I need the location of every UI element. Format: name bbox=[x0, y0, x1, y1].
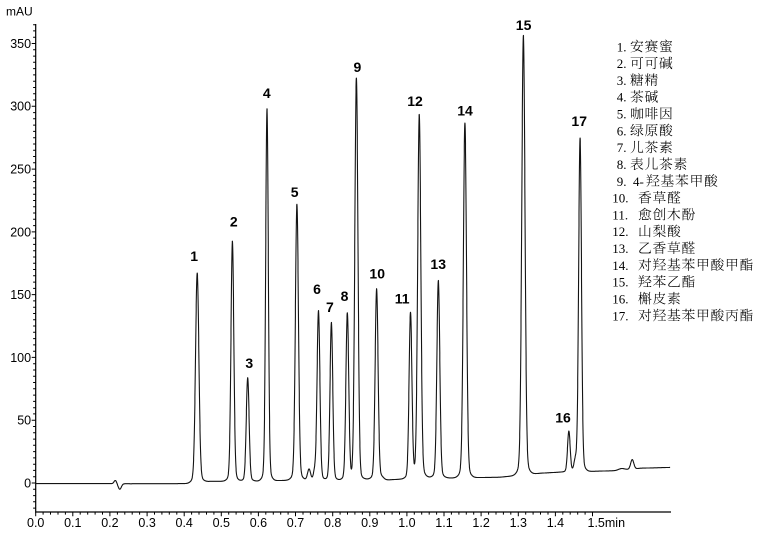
svg-text:13.: 13. bbox=[612, 241, 628, 256]
svg-text:8.: 8. bbox=[617, 157, 627, 172]
svg-text:17: 17 bbox=[571, 113, 587, 129]
svg-text:3.: 3. bbox=[617, 73, 627, 88]
svg-text:150: 150 bbox=[10, 288, 31, 302]
svg-text:0.4: 0.4 bbox=[176, 516, 193, 530]
svg-text:0.9: 0.9 bbox=[361, 516, 378, 530]
svg-text:7.: 7. bbox=[617, 140, 627, 155]
svg-text:16.: 16. bbox=[612, 291, 628, 306]
svg-text:12.: 12. bbox=[612, 224, 628, 239]
svg-text:0.8: 0.8 bbox=[324, 516, 341, 530]
svg-text:0.2: 0.2 bbox=[101, 516, 118, 530]
svg-text:0.1: 0.1 bbox=[64, 516, 81, 530]
svg-text:1.5min: 1.5min bbox=[588, 516, 626, 530]
svg-text:15: 15 bbox=[516, 17, 532, 33]
svg-text:100: 100 bbox=[10, 351, 31, 365]
svg-text:5.: 5. bbox=[617, 107, 627, 122]
svg-text:0: 0 bbox=[24, 476, 31, 490]
svg-text:250: 250 bbox=[10, 163, 31, 177]
svg-text:4.: 4. bbox=[617, 90, 627, 105]
svg-text:1.1: 1.1 bbox=[435, 516, 452, 530]
svg-text:10: 10 bbox=[369, 266, 385, 282]
svg-text:1.0: 1.0 bbox=[398, 516, 415, 530]
svg-text:4: 4 bbox=[263, 85, 271, 101]
svg-text:6: 6 bbox=[313, 281, 321, 297]
svg-text:350: 350 bbox=[10, 37, 31, 51]
svg-text:2: 2 bbox=[230, 213, 238, 229]
svg-text:1.2: 1.2 bbox=[472, 516, 489, 530]
svg-text:0.5: 0.5 bbox=[213, 516, 230, 530]
svg-text:0.7: 0.7 bbox=[287, 516, 304, 530]
svg-text:14: 14 bbox=[457, 103, 473, 119]
svg-text:11: 11 bbox=[395, 291, 410, 307]
svg-text:5: 5 bbox=[291, 184, 299, 200]
svg-text:1: 1 bbox=[190, 248, 198, 264]
svg-text:16: 16 bbox=[555, 410, 571, 426]
svg-text:8: 8 bbox=[341, 288, 349, 304]
svg-text:15.: 15. bbox=[612, 275, 628, 290]
svg-text:13: 13 bbox=[430, 256, 446, 272]
svg-text:1.: 1. bbox=[617, 39, 627, 54]
svg-text:mAU: mAU bbox=[6, 5, 33, 19]
svg-text:50: 50 bbox=[17, 414, 31, 428]
svg-text:14.: 14. bbox=[612, 258, 628, 273]
svg-text:12: 12 bbox=[407, 93, 423, 109]
svg-text:0.3: 0.3 bbox=[138, 516, 155, 530]
svg-text:17.: 17. bbox=[612, 308, 628, 323]
svg-text:2.: 2. bbox=[617, 56, 627, 71]
svg-text:11.: 11. bbox=[612, 207, 628, 222]
svg-text:7: 7 bbox=[326, 299, 334, 315]
svg-text:3: 3 bbox=[245, 355, 253, 371]
svg-text:0.0: 0.0 bbox=[27, 516, 44, 530]
svg-text:9: 9 bbox=[354, 59, 362, 75]
svg-text:1.4: 1.4 bbox=[547, 516, 564, 530]
svg-text:9. 4-: 9. 4- bbox=[617, 174, 644, 189]
svg-text:300: 300 bbox=[10, 100, 31, 114]
svg-text:0.6: 0.6 bbox=[250, 516, 267, 530]
svg-text:1.3: 1.3 bbox=[510, 516, 527, 530]
svg-text:6.: 6. bbox=[617, 123, 627, 138]
svg-text:10.: 10. bbox=[612, 191, 628, 206]
svg-text:200: 200 bbox=[10, 225, 31, 239]
